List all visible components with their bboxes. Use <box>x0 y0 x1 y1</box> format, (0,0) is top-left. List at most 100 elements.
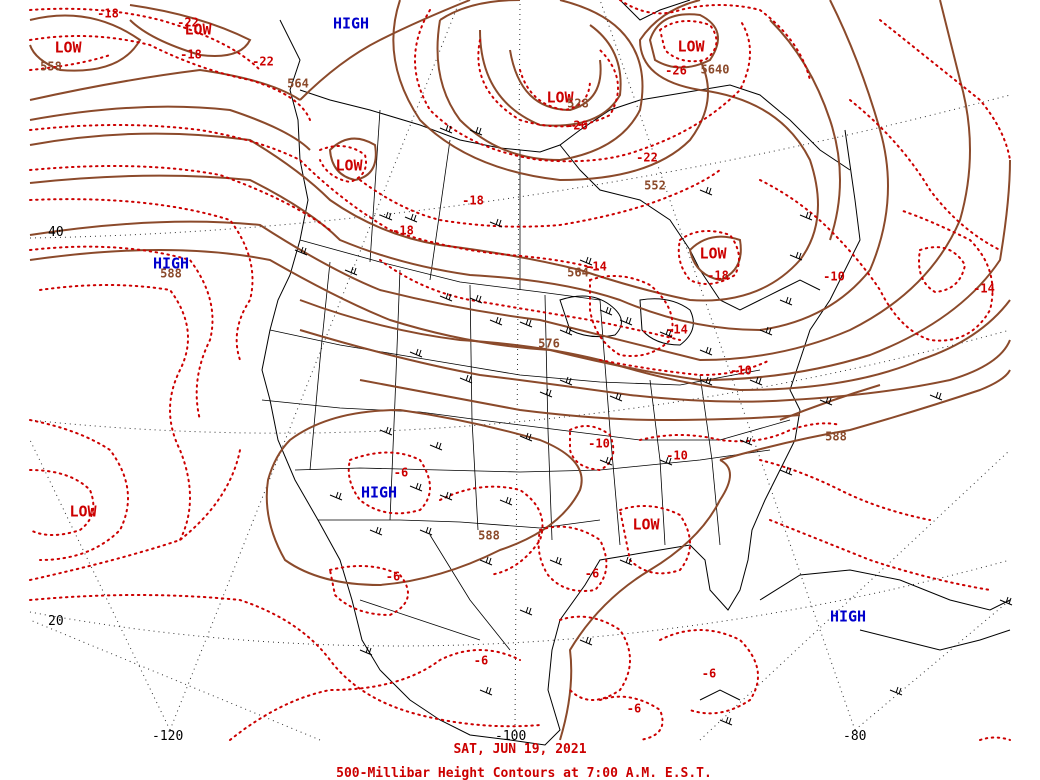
wind-barb <box>559 376 573 386</box>
wind-barb <box>429 441 443 451</box>
isotherm-label: -26 <box>566 119 588 133</box>
isotherm-label: -18 <box>462 194 484 208</box>
wind-barb <box>579 256 593 266</box>
isotherm-label: -10 <box>666 449 688 463</box>
wind-barb <box>749 376 763 386</box>
wind-barb <box>439 292 453 302</box>
height-contour-label: 588 <box>478 529 500 543</box>
wind-barb <box>499 496 513 506</box>
wind-barb <box>929 391 943 401</box>
wind-barb <box>294 246 308 256</box>
wind-barb <box>699 346 713 356</box>
high-pressure-label: HIGH <box>333 15 369 33</box>
lat-lon-grid <box>29 0 1011 741</box>
isotherm-label: -18 <box>707 269 729 283</box>
isotherm-label: -10 <box>588 437 610 451</box>
isotherm-label: -18 <box>392 224 414 238</box>
wind-barb <box>409 348 423 358</box>
wind-barb <box>559 326 573 336</box>
wind-barb <box>379 426 393 436</box>
wind-barbs <box>294 124 1013 726</box>
wind-barb <box>759 326 773 336</box>
wind-barb <box>779 466 793 476</box>
map-title: 500-Millibar Height Contours at 7:00 A.M… <box>336 766 712 780</box>
wind-barb <box>699 376 713 386</box>
wind-barb <box>549 556 563 566</box>
isotherm-label: -22 <box>252 55 274 69</box>
low-pressure-label: LOW <box>335 157 363 175</box>
low-pressure-label: LOW <box>69 503 97 521</box>
isotherm-label: -18 <box>180 48 202 62</box>
height-contour-label: 588 <box>825 430 847 444</box>
wind-barb <box>519 318 533 328</box>
low-pressure-label: LOW <box>677 38 705 56</box>
wind-barb <box>409 482 423 492</box>
height-contour-label: 564 <box>567 266 589 280</box>
wind-barb <box>344 266 358 276</box>
height-contour-label: 558 <box>40 60 62 74</box>
isotherm-label: -6 <box>702 667 716 681</box>
axis-labels: 40 20 -120 -100 -80 <box>48 225 866 744</box>
wind-barb <box>489 316 503 326</box>
isotherm-label: -26 <box>665 64 687 78</box>
isotherms <box>29 0 1011 741</box>
wind-barb <box>329 491 343 501</box>
wind-barb <box>799 211 813 221</box>
high-pressure-label: HIGH <box>830 608 866 626</box>
isotherm-label: -6 <box>474 654 488 668</box>
wind-barb <box>419 526 433 536</box>
isotherm-label: -14 <box>585 260 607 274</box>
map-date: SAT, JUN 19, 2021 <box>453 742 586 757</box>
wind-barb <box>439 491 453 501</box>
high-pressure-label: HIGH <box>361 484 397 502</box>
wind-barb <box>369 526 383 536</box>
wind-barb <box>719 716 733 726</box>
isotherm-label: -14 <box>973 282 995 296</box>
wind-barb <box>739 436 753 446</box>
wind-barb <box>469 126 483 136</box>
low-pressure-label: LOW <box>54 39 82 57</box>
height-contour-label: 576 <box>538 337 560 351</box>
wind-barb <box>519 432 533 442</box>
lat-label-40: 40 <box>48 225 64 240</box>
temperature-labels: -18 -22 -18 -22 -26 -26 -22 -18 -18 -14 -18 -10 -14 -… <box>97 7 995 716</box>
wind-barb <box>609 392 623 402</box>
low-pressure-label: LOW <box>184 21 212 39</box>
wind-barb <box>619 556 633 566</box>
wind-barb <box>599 306 613 316</box>
isotherm-label: -22 <box>636 151 658 165</box>
wind-barb <box>459 374 473 384</box>
isotherm-label: -6 <box>386 570 400 584</box>
lat-label-20: 20 <box>48 614 64 629</box>
wind-barb <box>359 646 373 656</box>
wind-barb <box>519 606 533 616</box>
height-labels: 558 564 528 5640 552 564 588 576 588 588 <box>40 60 847 543</box>
wind-barb <box>599 456 613 466</box>
lon-label-100: -100 <box>495 729 526 744</box>
pressure-centers: LOW LOW HIGH LOW LOW LOW HIGH LOW HIGH LOW LOW HIGH <box>54 15 866 626</box>
wind-barb <box>469 294 483 304</box>
height-contours <box>29 0 1011 741</box>
isotherm-label: -10 <box>730 364 752 378</box>
isotherm-label: -6 <box>585 567 599 581</box>
low-pressure-label: LOW <box>699 245 727 263</box>
height-contour-label: 552 <box>644 179 666 193</box>
low-pressure-label: LOW <box>632 516 660 534</box>
height-contour-label: 588 <box>160 267 182 281</box>
political-borders <box>261 109 791 651</box>
isotherm-label: -14 <box>666 323 688 337</box>
wind-barb <box>579 636 593 646</box>
wind-barb <box>619 316 633 326</box>
wind-barb <box>659 328 673 338</box>
wind-barb <box>489 218 503 228</box>
high-pressure-label: HIGH <box>153 255 189 273</box>
height-contour-label: 564 <box>287 77 309 91</box>
wind-barb <box>439 124 453 134</box>
wind-barb <box>379 211 393 221</box>
lon-label-120: -120 <box>152 729 183 744</box>
wind-barb <box>779 296 793 306</box>
isotherm-label: -10 <box>823 270 845 284</box>
wind-barb <box>999 596 1013 606</box>
wind-barb <box>404 213 418 223</box>
